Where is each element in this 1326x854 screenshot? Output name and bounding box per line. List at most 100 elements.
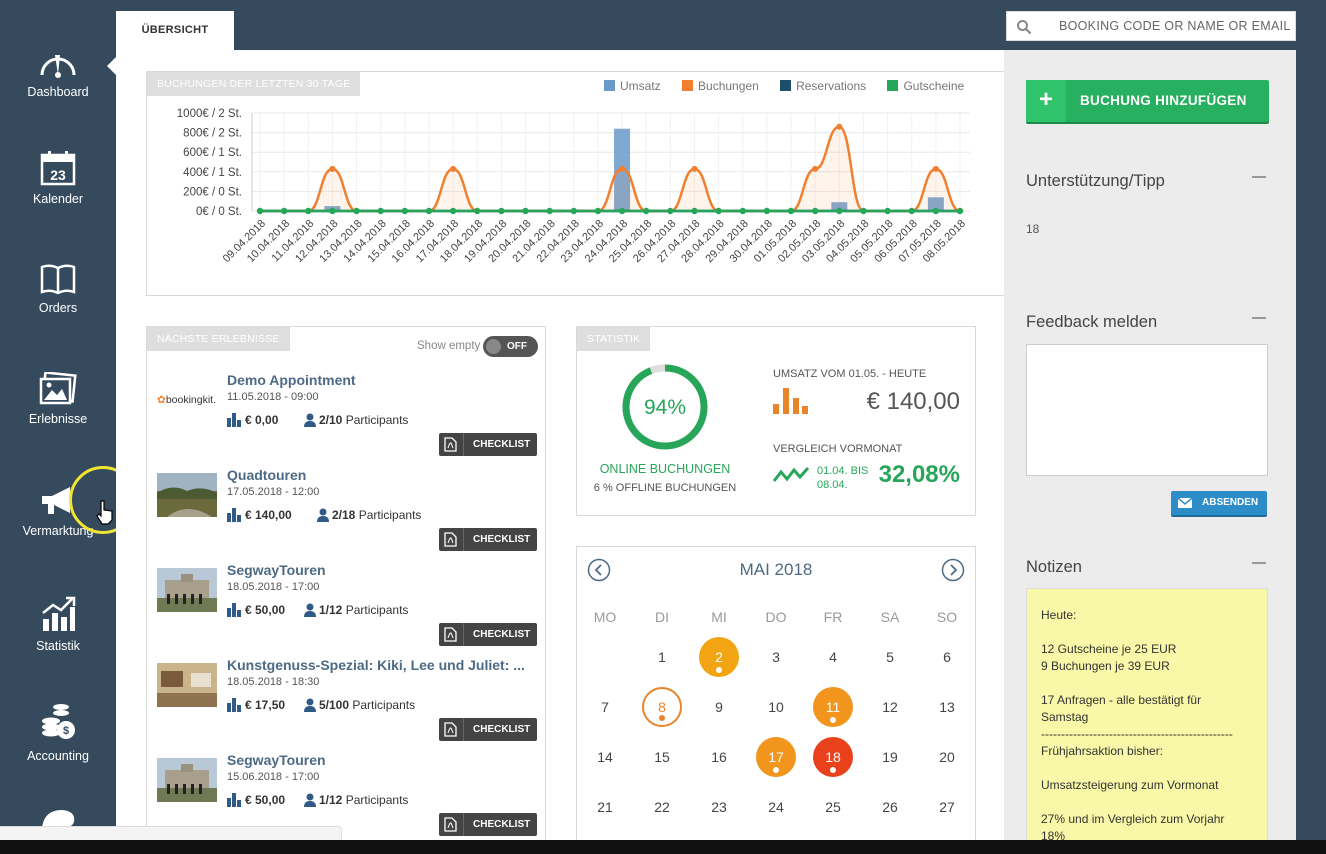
next-month-icon[interactable] [941,558,965,582]
calendar-day[interactable]: 14 [597,749,613,765]
point-gutscheine[interactable] [739,207,746,215]
experience-item[interactable]: Quadtouren 17.05.2018 - 12:00 € 140,00 2/18… [157,467,542,562]
point-gutscheine[interactable] [353,207,360,215]
experience-item[interactable]: SegwayTouren 18.05.2018 - 17:00 € 50,00 1/1… [157,562,542,657]
calendar-day[interactable]: 13 [939,699,955,715]
experience-title[interactable]: Kunstgenuss-Spezial: Kiki, Lee und Julie… [227,657,525,673]
calendar-day[interactable]: 3 [772,649,780,665]
point-gutscheine[interactable] [691,207,698,215]
point-gutscheine[interactable] [836,207,843,215]
tab-overview[interactable]: ÜBERSICHT [116,11,234,50]
experience-title[interactable]: SegwayTouren [227,752,326,768]
checklist-button[interactable]: CHECKLIST [439,433,537,456]
experience-title[interactable]: Quadtouren [227,467,307,483]
calendar-day[interactable]: 26 [882,799,898,815]
point-buchungen[interactable] [691,165,698,172]
legend-item-reservations[interactable]: Reservations [780,79,866,93]
checklist-button[interactable]: CHECKLIST [439,528,537,551]
nav-vermarktung[interactable]: Vermarktung [0,484,116,538]
point-gutscheine[interactable] [811,207,819,215]
calendar-day[interactable]: 9 [715,699,723,715]
nav-erlebnisse[interactable]: Erlebnisse [0,372,116,426]
point-buchungen[interactable] [836,123,843,130]
point-buchungen[interactable] [329,165,336,172]
point-buchungen[interactable] [619,165,626,172]
point-gutscheine[interactable] [860,207,867,215]
nav-statistik[interactable]: Statistik [0,595,116,653]
point-gutscheine[interactable] [667,207,674,215]
calendar-day[interactable]: 4 [829,649,837,665]
calendar-day[interactable]: 20 [939,749,955,765]
calendar-day[interactable]: 8 [642,687,682,727]
nav-orders[interactable]: Orders [0,263,116,315]
legend-item-buchungen[interactable]: Buchungen [682,79,759,93]
calendar-day[interactable]: 6 [943,649,951,665]
point-gutscheine[interactable] [522,207,529,215]
experience-item[interactable]: ✿bookingkit. Demo Appointment 11.05.2018 -… [157,372,542,467]
collapse-support-icon[interactable] [1252,176,1266,178]
feedback-textarea[interactable] [1026,344,1268,476]
checklist-button[interactable]: CHECKLIST [439,623,537,646]
point-gutscheine[interactable] [329,207,336,215]
point-gutscheine[interactable] [498,207,505,215]
point-gutscheine[interactable] [425,207,433,215]
bar-umsatz[interactable] [831,202,848,211]
point-gutscheine[interactable] [643,207,650,215]
point-gutscheine[interactable] [787,207,795,215]
point-gutscheine[interactable] [715,207,722,215]
collapse-feedback-icon[interactable] [1252,317,1266,319]
experience-title[interactable]: SegwayTouren [227,562,326,578]
point-gutscheine[interactable] [449,207,457,215]
point-gutscheine[interactable] [256,207,264,215]
point-gutscheine[interactable] [908,207,915,215]
calendar-day[interactable]: 23 [711,799,727,815]
point-buchungen[interactable] [932,165,939,172]
calendar-day[interactable]: 1 [658,649,666,665]
checklist-button[interactable]: CHECKLIST [439,813,537,836]
show-empty-toggle[interactable]: OFF [483,336,538,357]
point-gutscheine[interactable] [618,207,626,215]
point-gutscheine[interactable] [280,207,288,215]
collapse-notes-icon[interactable] [1252,562,1266,564]
calendar-day[interactable]: 10 [768,699,784,715]
calendar-day[interactable]: 21 [597,799,613,815]
search-input[interactable]: BOOKING CODE OR NAME OR EMAIL [1006,11,1296,41]
send-feedback-button[interactable]: ABSENDEN [1171,491,1267,515]
point-gutscheine[interactable] [594,207,602,215]
calendar-day[interactable]: 15 [654,749,670,765]
calendar-day[interactable]: 25 [825,799,841,815]
legend-item-umsatz[interactable]: Umsatz [604,79,661,93]
calendar-day[interactable]: 24 [768,799,784,815]
legend-item-gutscheine[interactable]: Gutscheine [887,79,964,93]
calendar-day[interactable]: 22 [654,799,670,815]
nav-dashboard[interactable]: Dashboard [0,47,116,99]
experience-item[interactable]: Kunstgenuss-Spezial: Kiki, Lee und Julie… [157,657,542,752]
point-gutscheine[interactable] [956,207,964,215]
nav-kalender[interactable]: 23 Kalender [0,150,116,206]
calendar-day[interactable]: 17 [756,737,796,777]
prev-month-icon[interactable] [587,558,611,582]
calendar-day[interactable]: 11 [813,687,853,727]
calendar-day[interactable]: 2 [699,637,739,677]
checklist-button[interactable]: CHECKLIST [439,718,537,741]
add-booking-button[interactable]: + BUCHUNG HINZUFÜGEN [1026,80,1269,122]
horizontal-scrollbar[interactable] [0,826,342,842]
bar-umsatz[interactable] [927,197,944,211]
notes-box[interactable]: Heute: 12 Gutscheine je 25 EUR 9 Buchungen… [1026,588,1268,848]
calendar-day[interactable]: 27 [939,799,955,815]
calendar-day[interactable]: 7 [601,699,609,715]
point-gutscheine[interactable] [763,207,771,215]
calendar-day[interactable]: 12 [882,699,898,715]
point-gutscheine[interactable] [401,207,409,215]
calendar-day[interactable]: 16 [711,749,727,765]
calendar-day[interactable]: 19 [882,749,898,765]
point-gutscheine[interactable] [377,207,384,215]
point-gutscheine[interactable] [884,207,891,215]
point-gutscheine[interactable] [546,207,553,215]
point-buchungen[interactable] [450,165,457,172]
point-gutscheine[interactable] [474,207,481,215]
experience-item[interactable]: SegwayTouren 15.06.2018 - 17:00 € 50,00 1/1… [157,752,542,847]
point-gutscheine[interactable] [932,207,940,215]
calendar-day[interactable]: 18 [813,737,853,777]
nav-accounting[interactable]: $ Accounting [0,703,116,763]
